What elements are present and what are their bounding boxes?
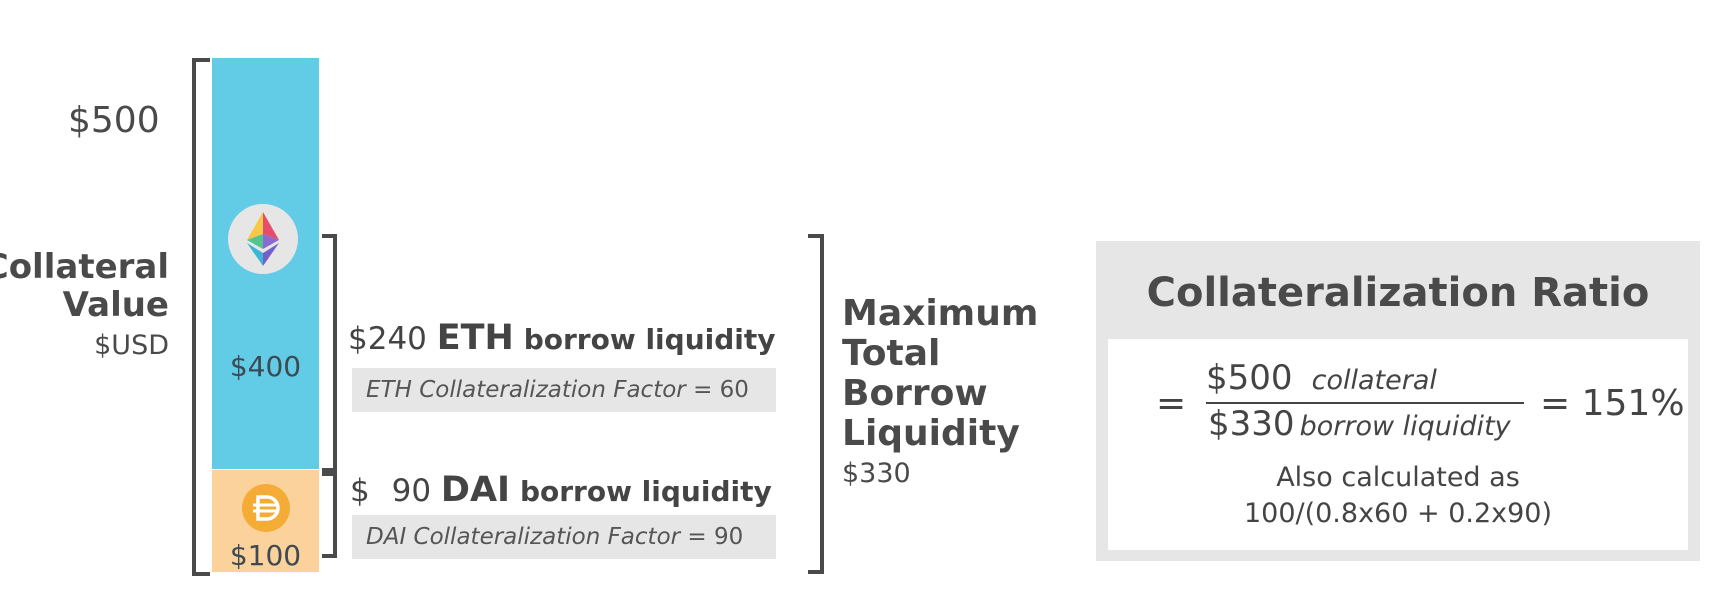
alt-calc-line1: Also calculated as: [1276, 462, 1520, 493]
collateral-unit: $USD: [94, 330, 169, 361]
eth-factor-box: ETH Collateralization Factor = 60: [352, 368, 776, 412]
max-label-line1: Maximum: [842, 293, 1039, 334]
alt-calc-line2: 100/(0.8x60 + 0.2x90): [1243, 498, 1553, 529]
eth-borrow-desc: borrow liquidity: [523, 323, 776, 356]
eth-borrow-bracket: [322, 234, 337, 472]
result-value: 151%: [1581, 383, 1685, 424]
dai-borrow-row: $ 90 DAI borrow liquidity: [350, 470, 772, 510]
ratio-title: Collateralization Ratio: [1146, 270, 1650, 316]
dai-factor-equals: =: [687, 524, 707, 550]
result-equals-sign: =: [1540, 383, 1571, 424]
formula-denominator: $330 borrow liquidity: [1208, 404, 1511, 444]
eth-factor-label: ETH Collateralization Factor: [366, 377, 686, 403]
denominator-amount: $330: [1208, 404, 1295, 444]
dai-factor-value: 90: [714, 524, 744, 550]
denominator-label: borrow liquidity: [1299, 411, 1511, 442]
dai-asset-label: DAI: [440, 470, 511, 510]
formula-equals-sign: =: [1156, 383, 1187, 424]
max-label-line3: Borrow: [842, 373, 988, 414]
max-borrow-bracket: [808, 234, 824, 574]
max-total-borrow-value: $330: [842, 458, 911, 489]
eth-factor-equals: =: [693, 377, 713, 403]
dai-borrow-bracket: [322, 472, 337, 558]
total-collateral-bracket: [192, 58, 210, 576]
eth-borrow-row: $240 ETH borrow liquidity: [348, 318, 776, 358]
dai-icon: [242, 484, 290, 532]
max-total-borrow-label: Maximum Total Borrow Liquidity: [842, 294, 1038, 454]
max-label-line4: Liquidity: [842, 413, 1020, 454]
collateral-label-line1: Collateral: [0, 247, 169, 287]
dai-bar-value: $100: [229, 539, 302, 572]
eth-bar-value: $400: [229, 350, 302, 383]
dai-borrow-currency: $: [350, 473, 370, 509]
dai-factor-box: DAI Collateralization Factor = 90: [352, 515, 776, 559]
ratio-result: = 151%: [1540, 383, 1685, 424]
eth-borrow-amount: $240: [348, 321, 427, 357]
eth-factor-value: 60: [719, 377, 749, 403]
ethereum-icon: [228, 204, 298, 274]
formula-numerator: $500 collateral: [1206, 358, 1437, 398]
dai-borrow-amount: 90: [391, 473, 432, 509]
dai-borrow-desc: borrow liquidity: [519, 475, 772, 508]
ratio-formula-box: [1108, 339, 1688, 550]
collateral-value-label: Collateral Value: [0, 248, 169, 324]
numerator-label: collateral: [1311, 365, 1437, 396]
fraction-line: [1206, 402, 1524, 404]
eth-asset-label: ETH: [436, 318, 514, 358]
max-label-line2: Total: [842, 333, 941, 374]
numerator-amount: $500: [1206, 358, 1293, 398]
collateral-label-line2: Value: [62, 285, 169, 325]
total-collateral-amount: $500: [68, 100, 160, 141]
dai-factor-label: DAI Collateralization Factor: [366, 524, 681, 550]
